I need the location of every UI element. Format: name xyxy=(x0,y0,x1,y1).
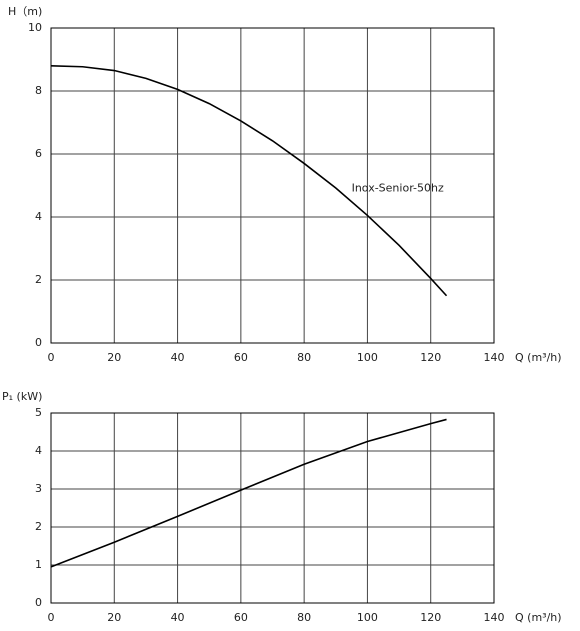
y-tick-label: 10 xyxy=(28,21,42,34)
y-axis-label: H（m) xyxy=(8,5,42,18)
y-tick-label: 5 xyxy=(35,406,42,419)
x-tick-label: 80 xyxy=(297,611,311,624)
y-tick-label: 1 xyxy=(35,558,42,571)
y-tick-label: 2 xyxy=(35,520,42,533)
x-axis-label: Q (m³/h) xyxy=(515,351,562,364)
x-tick-label: 140 xyxy=(484,351,505,364)
y-tick-label: 0 xyxy=(35,596,42,609)
x-tick-label: 120 xyxy=(420,611,441,624)
y-tick-label: 3 xyxy=(35,482,42,495)
data-line xyxy=(50,65,448,297)
x-tick-label: 60 xyxy=(234,351,248,364)
x-tick-label: 20 xyxy=(107,351,121,364)
x-tick-label: 0 xyxy=(48,351,55,364)
y-tick-label: 6 xyxy=(35,147,42,160)
x-tick-label: 0 xyxy=(48,611,55,624)
plot-frame xyxy=(50,412,495,604)
y-tick-label: 8 xyxy=(35,84,42,97)
annotation: Inox-Senior-50hz xyxy=(352,182,444,195)
y-tick-label: 4 xyxy=(35,210,42,223)
data-line xyxy=(50,418,447,568)
x-tick-label: 40 xyxy=(171,351,185,364)
x-tick-label: 100 xyxy=(357,611,378,624)
x-tick-label: 140 xyxy=(484,611,505,624)
y-tick-label: 4 xyxy=(35,444,42,457)
x-tick-label: 20 xyxy=(107,611,121,624)
x-tick-label: 80 xyxy=(297,351,311,364)
x-tick-label: 120 xyxy=(420,351,441,364)
x-tick-label: 100 xyxy=(357,351,378,364)
y-tick-label: 0 xyxy=(35,336,42,349)
x-tick-label: 60 xyxy=(234,611,248,624)
y-tick-label: 2 xyxy=(35,273,42,286)
x-tick-label: 40 xyxy=(171,611,185,624)
y-axis-label: P₁ (kW) xyxy=(2,390,42,403)
plot-frame xyxy=(50,27,495,344)
x-axis-label: Q (m³/h) xyxy=(515,611,562,624)
